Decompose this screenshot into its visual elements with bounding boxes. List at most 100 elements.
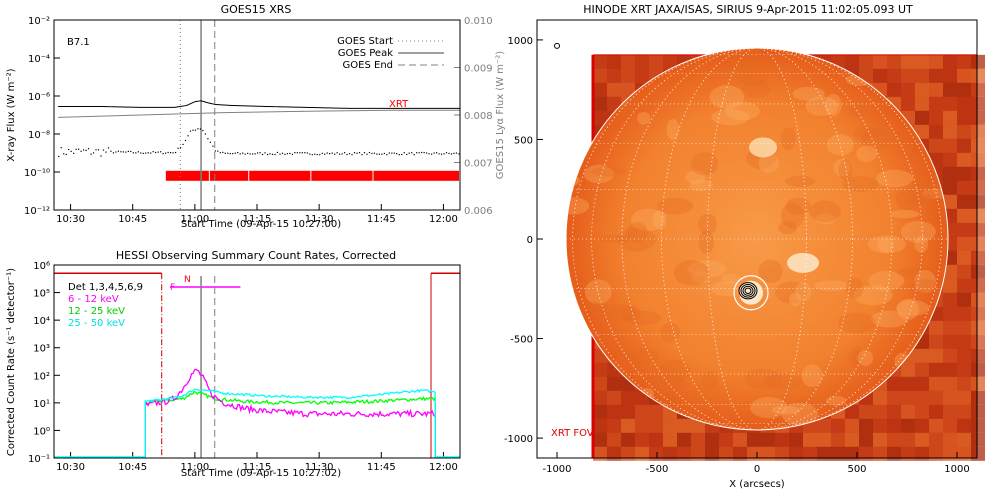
xrt-texture-cell [971,292,985,307]
xrt-x-tick-label: 0 [754,464,760,475]
xrt-texture-cell [957,376,971,391]
xrt-texture-cell [943,96,957,111]
goes-short-channel-point [269,153,271,155]
xrt-texture-cell [607,82,621,97]
goes-short-channel-point [244,153,246,155]
hessi-xlabel: Start Time (09-Apr-15 10:27:02) [181,468,341,479]
xrt-texture-cell [747,432,761,447]
solar-feature [709,85,745,110]
solar-feature [837,312,876,334]
grid-longitude [661,48,853,430]
xrt-texture-cell [943,278,957,293]
xrt-texture-cell [677,418,691,433]
xrt-texture-cell [957,390,971,405]
solar-feature [673,260,710,286]
goes-lya-line [58,109,460,118]
goes-short-channel-point [304,152,306,154]
goes-short-channel-point [393,152,395,154]
hessi-detectors: Det 1,3,4,5,6,9 [68,282,143,293]
solar-feature [758,153,779,174]
solar-feature [914,235,929,253]
xrt-texture-cell [593,432,607,447]
goes-short-channel-point [100,155,102,157]
xrt-texture-cell [859,432,873,447]
goes-short-channel-point [184,139,187,142]
hessi-y-tick-label: 10³ [33,344,50,355]
solar-feature [833,159,851,177]
goes-short-channel-point [142,152,144,155]
solar-feature [814,280,850,292]
xrt-texture-cell [929,446,943,461]
goes-short-channel-point [403,152,405,154]
solar-feature [788,292,802,307]
xrt-texture-cell [971,180,985,195]
xrt-x-tick-label: -500 [646,464,669,475]
goes-short-channel-point [92,152,95,154]
solar-feature [606,304,642,322]
xrt-texture-cell [943,362,957,377]
xrt-texture-cell [845,446,859,461]
solar-feature [896,188,919,211]
goes-short-channel-point [204,133,206,135]
xrt-texture-cell [859,404,873,419]
goes-short-channel-point [329,153,331,155]
hessi-x-tick-label: 12:00 [429,462,458,473]
goes-short-channel-point [87,148,90,150]
solar-feature [725,101,761,121]
xrt-texture-cell [971,68,985,83]
goes-short-channel-point [162,153,164,155]
xrt-texture-cell [943,418,957,433]
xrt-label: XRT [389,99,409,110]
goes-short-channel-point [202,129,204,132]
goes-short-channel-point [259,152,261,154]
goes-short-channel-point [361,154,363,156]
solar-feature [778,220,798,235]
xrt-texture-cell [621,432,635,447]
goes-short-channel-point [431,153,433,155]
xrt-texture-cell [929,138,943,153]
hessi-6-12kev-line [144,368,436,458]
goes-short-channel-point [239,153,241,155]
solar-feature [744,368,782,390]
xrt-texture-cell [943,306,957,321]
xrt-texture-cell [775,446,789,461]
goes-short-channel-point [207,138,209,140]
xrt-texture-cell [593,82,607,97]
xrt-texture-cell [691,432,705,447]
goes-short-channel-point [450,153,453,155]
goes-short-channel-point [296,152,298,154]
solar-feature [875,169,914,188]
solar-feature [591,166,626,177]
xrt-texture-cell [803,446,817,461]
xrt-texture-cell [943,54,957,69]
goes-short-channel-point [132,152,134,154]
xrt-texture-cell [593,418,607,433]
goes-short-channel-point [266,153,269,156]
xrt-texture-cell [943,348,957,363]
xrt-texture-cell [943,376,957,391]
xrt-texture-cell [845,432,859,447]
xrt-texture-cell [957,166,971,181]
goes-short-channel-point [252,153,254,155]
xrt-texture-cell [943,68,957,83]
goes-ylabel-left: X-ray Flux (W m⁻²) [6,68,17,161]
grid-longitude [707,48,807,430]
goes-ylabel-right: GOES15 Lyα Flux (W m⁻²) [495,51,506,179]
flare-contours [733,275,769,311]
solar-feature [688,179,714,192]
goes-short-channel-point [373,152,376,154]
solar-feature [781,402,819,426]
xrt-texture-cell [971,446,985,461]
goes-short-channel-point [423,151,425,154]
xrt-texture-cell [607,376,621,391]
xrt-texture-cell [649,432,663,447]
xrt-texture-cell [845,418,859,433]
solar-feature [698,230,715,254]
solar-feature [711,109,750,126]
xrt-y-tick-label: 500 [514,135,533,146]
xrt-texture-cell [915,110,929,125]
goes-short-channel-point [334,153,336,155]
goes-short-channel-point [145,152,147,154]
xrt-texture-cell [971,362,985,377]
